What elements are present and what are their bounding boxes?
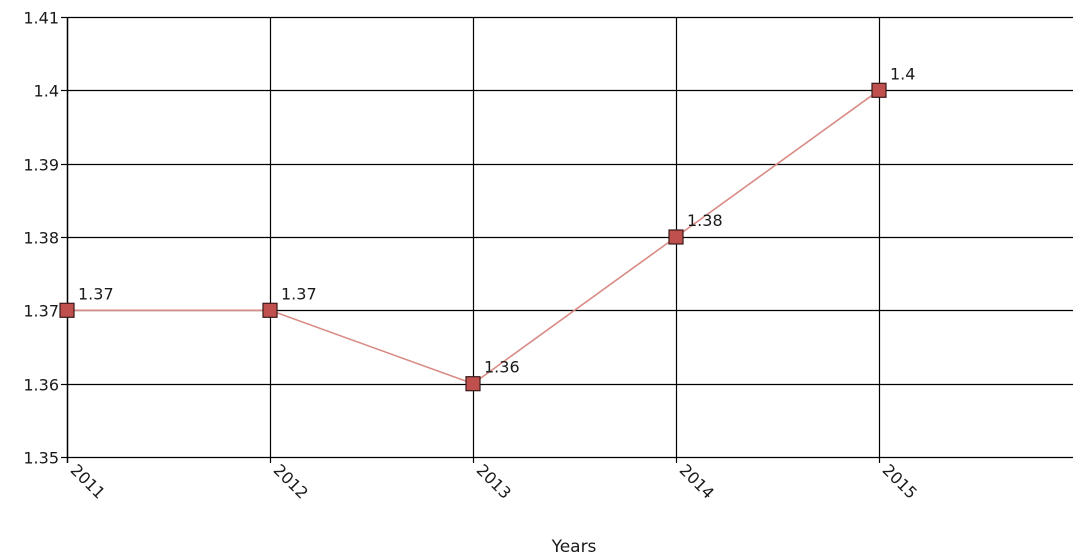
x-axis-title: Years bbox=[551, 537, 597, 557]
x-axis-ticks: 2011 2012 2013 2014 2015 bbox=[67, 460, 921, 502]
marker-layer bbox=[59, 82, 887, 392]
y-tick-label: 1.36 bbox=[23, 376, 59, 395]
data-point-marker bbox=[59, 302, 75, 318]
x-tick-label: 2014 bbox=[676, 460, 718, 502]
y-axis-ticks: 1.35 1.36 1.37 1.38 1.39 1.4 1.41 bbox=[23, 9, 59, 468]
y-tick-label: 1.37 bbox=[23, 302, 59, 321]
data-label-layer: 1.37 1.37 1.36 1.38 1.4 bbox=[78, 64, 915, 376]
grid bbox=[61, 16, 1073, 463]
data-label: 1.38 bbox=[687, 211, 723, 230]
y-tick-label: 1.41 bbox=[23, 9, 59, 28]
data-point-marker bbox=[465, 376, 481, 392]
data-point-marker bbox=[668, 229, 684, 245]
x-tick-label: 2011 bbox=[67, 460, 109, 502]
x-tick-label: 2015 bbox=[879, 460, 921, 502]
y-tick-label: 1.39 bbox=[23, 156, 59, 175]
data-point-marker bbox=[262, 302, 278, 318]
y-tick-label: 1.4 bbox=[34, 82, 59, 101]
data-label: 1.37 bbox=[78, 284, 114, 303]
data-label: 1.4 bbox=[890, 64, 915, 83]
data-point-marker bbox=[871, 82, 887, 98]
data-label: 1.36 bbox=[484, 358, 520, 377]
x-tick-label: 2012 bbox=[270, 460, 312, 502]
y-tick-label: 1.38 bbox=[23, 229, 59, 248]
data-label: 1.37 bbox=[281, 284, 317, 303]
y-tick-label: 1.35 bbox=[23, 449, 59, 468]
x-tick-label: 2013 bbox=[473, 460, 515, 502]
